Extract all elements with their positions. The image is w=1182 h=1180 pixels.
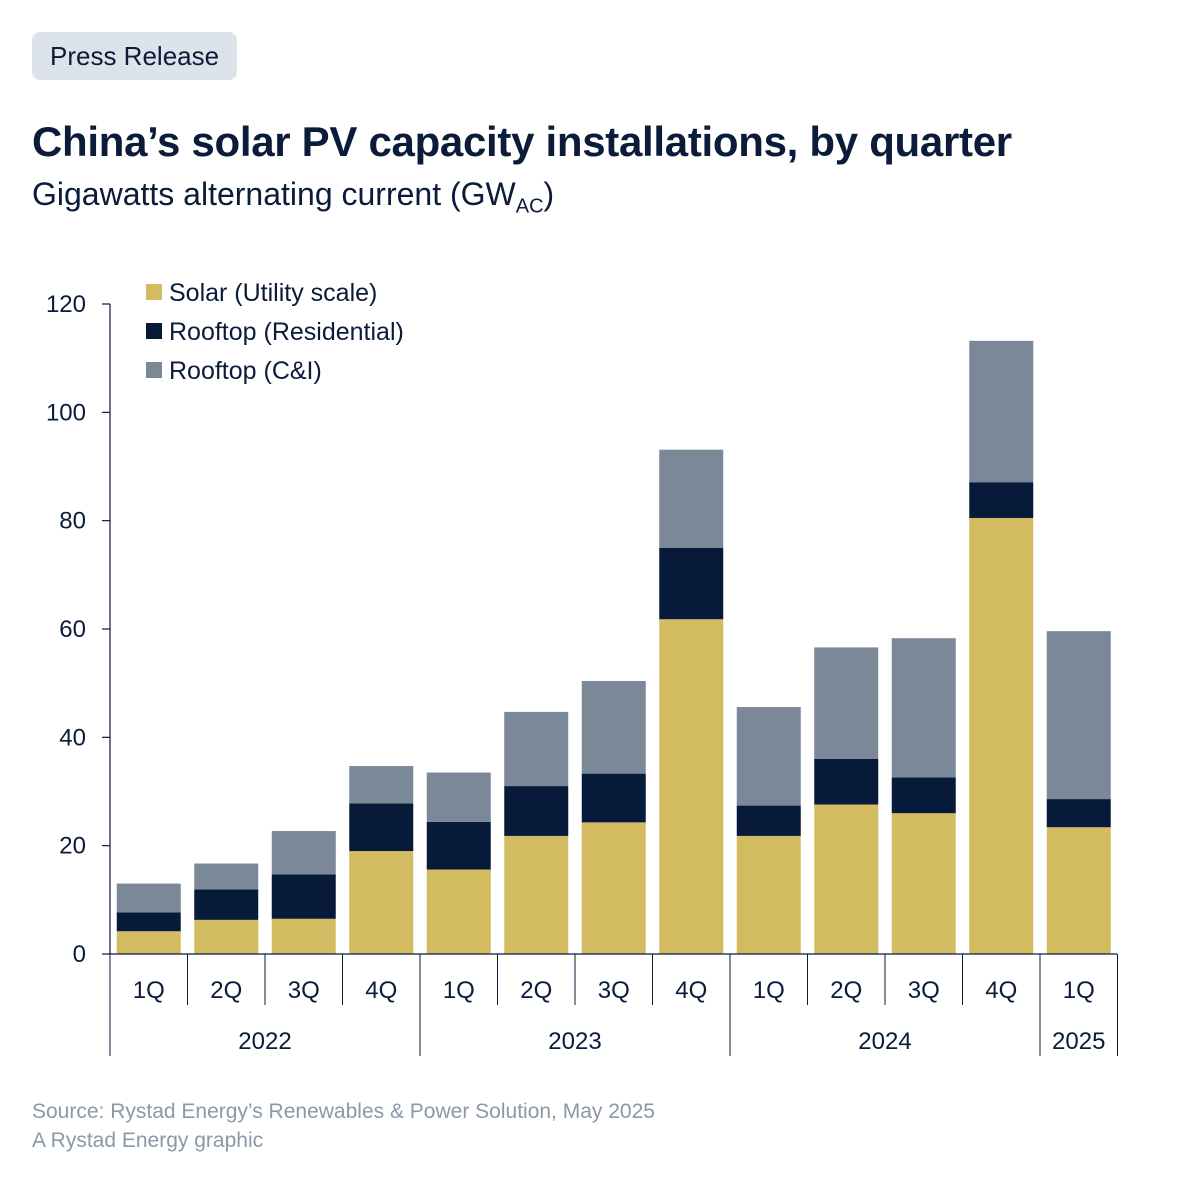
x-tick-label-year: 2024: [858, 1028, 911, 1055]
bar-cni: [116, 883, 181, 913]
x-tick-label-quarter: 4Q: [985, 977, 1017, 1004]
bar-residential: [581, 773, 646, 823]
bar-residential: [891, 777, 956, 814]
x-tick-label-quarter: 1Q: [443, 977, 475, 1004]
x-tick-label-quarter: 2Q: [830, 977, 862, 1004]
bar-utility: [814, 804, 879, 954]
bar-cni: [504, 711, 569, 787]
subtitle-subscript: AC: [515, 195, 544, 218]
source-note: Source: Rystad Energy’s Renewables & Pow…: [32, 1100, 655, 1123]
y-tick-label: 120: [46, 291, 86, 318]
bar-residential: [814, 759, 879, 805]
bar-utility: [271, 918, 336, 954]
bar-cni: [969, 340, 1034, 483]
legend-label: Rooftop (Residential): [169, 318, 404, 346]
legend-swatch: [146, 323, 162, 339]
legend-swatch: [146, 284, 162, 300]
subtitle-end: ): [543, 176, 555, 212]
bar-utility: [426, 869, 491, 954]
x-tick-label-quarter: 3Q: [908, 977, 940, 1004]
bar-residential: [194, 889, 259, 920]
legend-label: Solar (Utility scale): [169, 279, 377, 307]
x-tick-label-quarter: 3Q: [598, 977, 630, 1004]
x-tick-label-quarter: 2Q: [520, 977, 552, 1004]
x-tick-label-year: 2023: [548, 1028, 601, 1055]
bar-residential: [349, 803, 414, 852]
x-tick-label-year: 2022: [238, 1028, 291, 1055]
credit-note: A Rystad Energy graphic: [32, 1129, 264, 1152]
bar-cni: [349, 766, 414, 804]
bar-utility: [891, 813, 956, 954]
x-tick-label-quarter: 3Q: [288, 977, 320, 1004]
bar-utility: [736, 835, 801, 954]
bar-residential: [426, 821, 491, 870]
legend-label: Rooftop (C&I): [169, 357, 322, 385]
x-tick-label-quarter: 1Q: [133, 977, 165, 1004]
press-release-badge: Press Release: [32, 32, 238, 80]
x-tick-label-quarter: 1Q: [1063, 977, 1095, 1004]
bar-cni: [194, 863, 259, 890]
bar-residential: [504, 786, 569, 836]
legend-swatch: [146, 362, 162, 378]
bar-utility: [349, 851, 414, 954]
bar-cni: [659, 449, 724, 548]
bar-utility: [969, 517, 1034, 954]
x-tick-label-quarter: 4Q: [365, 977, 397, 1004]
footer: Source: Rystad Energy’s Renewables & Pow…: [32, 1097, 655, 1155]
y-tick-label: 80: [59, 508, 86, 535]
subtitle-main: Gigawatts alternating current (GW: [32, 176, 516, 212]
bar-cni: [581, 681, 646, 774]
x-tick-label-year: 2025: [1052, 1028, 1105, 1055]
x-tick-label-quarter: 2Q: [210, 977, 242, 1004]
bar-cni: [1046, 631, 1111, 800]
bar-cni: [736, 707, 801, 806]
bar-utility: [659, 619, 724, 954]
y-tick-label: 60: [59, 616, 86, 643]
bar-cni: [426, 772, 491, 822]
bar-utility: [1046, 827, 1111, 954]
y-tick-label: 40: [59, 724, 86, 751]
x-tick-label-quarter: 1Q: [753, 977, 785, 1004]
bar-residential: [116, 912, 181, 932]
bar-residential: [969, 482, 1034, 518]
bar-cni: [271, 831, 336, 875]
bar-residential: [271, 874, 336, 919]
x-tick-label-quarter: 4Q: [675, 977, 707, 1004]
bar-cni: [891, 638, 956, 778]
bar-residential: [1046, 799, 1111, 828]
bar-utility: [504, 835, 569, 954]
bar-utility: [194, 919, 259, 954]
chart-title: China’s solar PV capacity installations,…: [32, 118, 1012, 165]
bar-cni: [814, 647, 879, 759]
bar-utility: [581, 822, 646, 954]
y-tick-label: 0: [73, 941, 86, 968]
bar-residential: [659, 547, 724, 620]
bar-utility: [116, 931, 181, 954]
chart-subtitle: Gigawatts alternating current (GWAC): [32, 176, 554, 218]
y-tick-label: 20: [59, 833, 86, 860]
bar-residential: [736, 805, 801, 836]
y-tick-label: 100: [46, 399, 86, 426]
